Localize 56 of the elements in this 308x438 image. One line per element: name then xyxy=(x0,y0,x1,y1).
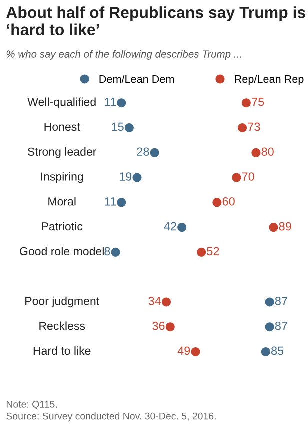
data-label: 87 xyxy=(275,297,288,306)
chart-title: About half of Republicans say Trump is ‘hard to like’ xyxy=(6,6,306,36)
data-label: 52 xyxy=(207,247,220,256)
data-label: 49 xyxy=(178,346,190,356)
point xyxy=(265,298,274,307)
data-label: 87 xyxy=(275,322,288,330)
point xyxy=(261,347,270,356)
data-label: 28 xyxy=(137,148,150,156)
y-tick-label: Patriotic xyxy=(42,222,83,231)
point xyxy=(212,198,222,208)
point xyxy=(269,223,278,232)
data-label: 60 xyxy=(222,197,235,206)
y-tick-label: Moral xyxy=(48,197,76,206)
legend-label: Rep/Lean Rep xyxy=(235,75,304,86)
data-label: 89 xyxy=(279,222,292,231)
data-label: 15 xyxy=(112,122,124,132)
y-tick-label: Good role model xyxy=(20,247,104,256)
data-label: 42 xyxy=(164,222,176,231)
y-tick-label: Hard to like xyxy=(34,346,91,356)
y-tick-label: Honest xyxy=(44,123,80,132)
y-tick-label: Poor judgment xyxy=(26,296,100,308)
data-label: 70 xyxy=(242,172,254,181)
y-tick-label: Well-qualified xyxy=(28,98,96,108)
point xyxy=(265,322,274,332)
point xyxy=(111,248,120,257)
point xyxy=(252,148,261,158)
data-label: 19 xyxy=(120,172,132,181)
point xyxy=(166,322,175,332)
chart-subtitle: % who say each of the following describes Trump ... xyxy=(6,50,242,60)
point xyxy=(238,123,248,132)
data-label: 80 xyxy=(262,148,274,156)
point xyxy=(117,198,126,208)
data-label: 11 xyxy=(105,198,116,206)
data-label: 34 xyxy=(148,297,162,306)
data-label: 8 xyxy=(104,247,110,256)
data-label: 85 xyxy=(272,346,284,356)
source-note: Source: Survey conducted Nov. 30-Dec. 5, 2016. xyxy=(6,412,216,422)
data-label: 75 xyxy=(252,98,264,106)
point xyxy=(162,298,171,307)
point xyxy=(124,123,134,132)
point xyxy=(232,173,242,182)
y-tick-label: Strong leader xyxy=(28,148,97,158)
point xyxy=(150,148,160,158)
data-label: 36 xyxy=(152,322,165,330)
legend-label: Dem/Lean Dem xyxy=(100,75,174,84)
point xyxy=(197,248,206,257)
point xyxy=(191,347,200,356)
point xyxy=(132,173,142,182)
y-tick-label: Reckless xyxy=(40,322,86,330)
text: Note: Q115. xyxy=(6,401,57,410)
point xyxy=(242,98,251,108)
point xyxy=(178,223,187,232)
y-tick-label: Inspiring xyxy=(41,172,84,184)
data-label: 11 xyxy=(105,98,116,106)
point xyxy=(117,98,126,108)
data-label: 73 xyxy=(248,122,260,132)
